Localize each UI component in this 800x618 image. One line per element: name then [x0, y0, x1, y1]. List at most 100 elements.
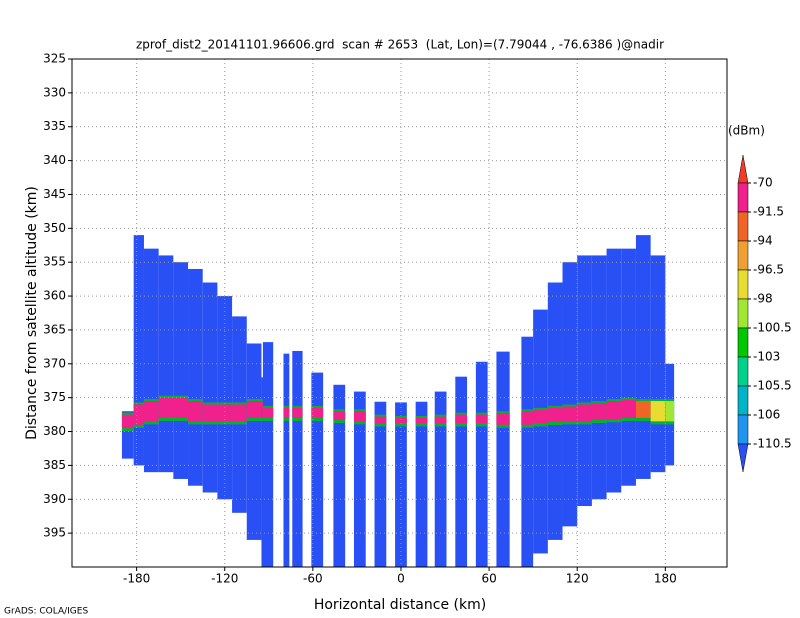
surface-band: [121, 414, 134, 429]
colorbar-segment: [737, 298, 749, 329]
surface-band: [521, 411, 534, 425]
y-tick-label: 380: [43, 424, 66, 438]
colorbar-segment: [737, 211, 749, 242]
y-tick-label: 370: [43, 356, 66, 370]
surface-band: [496, 413, 510, 425]
plot-frame: [71, 58, 728, 568]
colorbar-label: -100.5: [753, 321, 792, 335]
y-axis-label: Distance from satellite altitude (km): [24, 186, 40, 440]
surface-band: [311, 407, 324, 418]
profile-column: [353, 391, 366, 567]
y-tick-label: 350: [43, 221, 66, 235]
profile-column: [415, 401, 428, 567]
profile-column: [591, 255, 607, 500]
y-tick-label: 395: [43, 526, 66, 540]
y-tick-label: 325: [43, 52, 66, 66]
surface-band: [395, 417, 407, 424]
profile-column: [635, 235, 651, 479]
credit: GrADS: COLA/IGES: [4, 607, 88, 617]
profile-column: [133, 235, 144, 466]
profile-column: [562, 262, 578, 527]
colorbar-label: -98: [753, 292, 773, 306]
colorbar-label: -96.5: [753, 263, 784, 277]
colorbar-segment: [737, 182, 749, 213]
y-tick-label: 390: [43, 492, 66, 506]
profile-column: [496, 351, 510, 567]
surface-band: [232, 404, 247, 422]
profile-column: [311, 372, 324, 567]
surface-band: [173, 397, 189, 418]
colorbar-label: -110.5: [753, 437, 792, 451]
surface-band: [455, 414, 468, 424]
colorbar-segment: [737, 327, 749, 358]
colorbar-segment: [737, 414, 749, 445]
colorbar-top: [737, 154, 749, 184]
y-tick-label: 360: [43, 289, 66, 303]
chart-title: zprof_dist2_20141101.96606.grd scan # 26…: [136, 38, 664, 52]
profile-column: [202, 282, 218, 493]
surface-band: [143, 401, 159, 422]
profile-column: [292, 350, 303, 567]
profile-column: [283, 353, 290, 567]
colorbar-label: (dBm): [728, 124, 765, 138]
surface-band: [547, 407, 563, 423]
surface-band: [606, 401, 622, 420]
profile-column: [121, 411, 134, 459]
x-tick-label: 60: [481, 572, 496, 586]
surface-band: [635, 401, 651, 418]
profile-column: [246, 343, 262, 540]
profile-column: [374, 401, 387, 567]
surface-band: [246, 401, 262, 418]
profile-column: [395, 402, 407, 567]
y-tick-label: 345: [43, 187, 66, 201]
surface-band: [577, 404, 592, 422]
profile-column: [455, 376, 468, 567]
surface-band: [217, 404, 233, 422]
colorbar-label: -106: [753, 408, 780, 422]
colorbar-label: -103: [753, 350, 780, 364]
surface-band: [415, 417, 428, 424]
profile-column: [143, 248, 159, 473]
surface-band: [158, 397, 174, 418]
colorbar-segment: [737, 356, 749, 387]
colorbar-label: -91.5: [753, 205, 784, 219]
surface-band: [133, 404, 144, 425]
profile-column: [621, 248, 636, 486]
y-tick-label: 330: [43, 85, 66, 99]
profile-column: [173, 262, 189, 479]
colorbar-label: -105.5: [753, 379, 792, 393]
surface-band: [434, 416, 447, 424]
surface-band: [374, 416, 387, 424]
colorbar-segment: [737, 240, 749, 271]
surface-band: [621, 399, 636, 418]
surface-band: [650, 401, 666, 422]
x-tick-label: -120: [211, 572, 238, 586]
profile-column: [262, 342, 274, 567]
profile-column: [434, 391, 447, 567]
profile-column: [188, 268, 203, 486]
x-axis-label: Horizontal distance (km): [314, 597, 486, 613]
profile-column: [577, 255, 592, 507]
colorbar-label: -70: [753, 176, 773, 190]
surface-band: [283, 407, 290, 418]
surface-band: [562, 406, 578, 422]
x-tick-label: -60: [303, 572, 323, 586]
y-tick-label: 375: [43, 390, 66, 404]
profile-column: [521, 336, 534, 567]
surface-band: [533, 409, 548, 424]
profile-column: [606, 248, 622, 493]
profile-column: [475, 361, 488, 567]
x-tick-label: 180: [654, 572, 677, 586]
x-tick-label: 120: [566, 572, 589, 586]
y-tick-label: 335: [43, 119, 66, 133]
surface-band: [292, 407, 303, 418]
colorbar-label: -94: [753, 234, 773, 248]
surface-band: [591, 403, 607, 421]
profile-column: [333, 384, 346, 567]
colorbar-segment: [737, 269, 749, 300]
y-tick-label: 355: [43, 255, 66, 269]
colorbar-bottom: [737, 443, 749, 473]
surface-band: [475, 414, 488, 424]
colorbar-segment: [737, 385, 749, 416]
